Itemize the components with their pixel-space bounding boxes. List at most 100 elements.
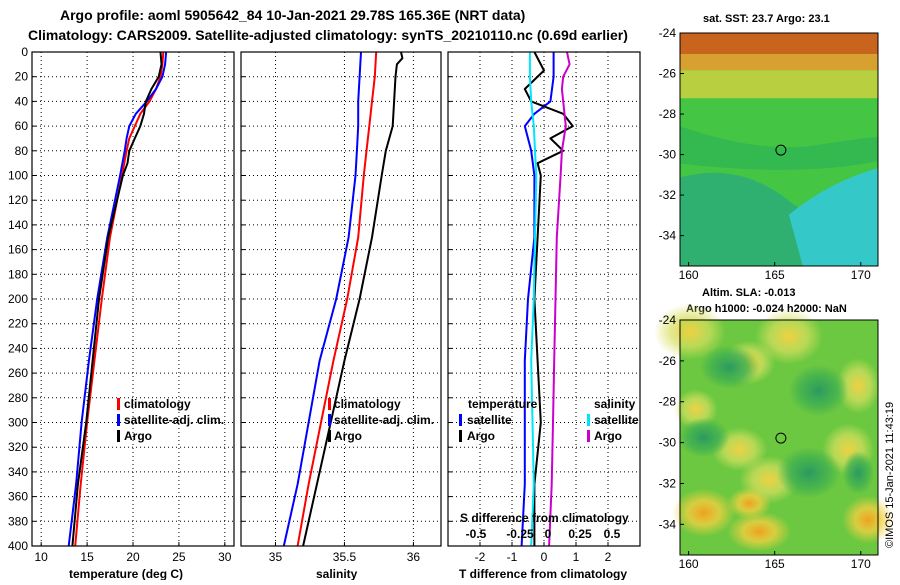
legend-swatch-climatology — [328, 398, 331, 410]
sla-anomaly-blob — [836, 357, 881, 414]
depth-tick-label: 60 — [15, 119, 29, 133]
sst-map: 160 165 170 -24 -26 -28 -30 -32 -34 — [659, 26, 879, 282]
lat-tick-label: -28 — [659, 107, 677, 121]
sla-anomaly-blob — [842, 495, 895, 544]
depth-tick-label: 340 — [8, 465, 28, 479]
lat-tick-label: -28 — [659, 395, 677, 409]
depth-tick-label: 320 — [8, 440, 28, 454]
sla-anomaly-blob — [776, 446, 841, 499]
lon-tick-label: 165 — [765, 268, 785, 282]
map-frame — [679, 319, 879, 556]
salinity-legend: climatology satellite-adj. clim. Argo — [328, 397, 434, 443]
sla-map: 160 165 170 -24 -26 -28 -30 -32 -34 — [653, 303, 895, 571]
legend-swatch-argo — [328, 430, 331, 442]
legend-label-climatology: climatology — [124, 397, 191, 411]
sla-anomaly-blob — [754, 308, 823, 365]
legend-label-t-satellite: satellite — [467, 413, 512, 427]
salinity-xlabel: salinity — [316, 567, 358, 580]
legend-swatch-t-satellite — [459, 414, 462, 426]
series-line-t-satellite — [520, 52, 555, 547]
depth-tick-label: 20 — [15, 70, 29, 84]
sla-anomaly-blob — [671, 488, 736, 537]
legend-label-satellite: satellite-adj. clim. — [334, 413, 434, 427]
plot-frame — [240, 51, 442, 547]
lat-tick-label: -24 — [659, 26, 677, 40]
sla-anomaly-blob — [727, 487, 772, 520]
difference-legend: temperature satellite Argo salinity sate… — [459, 397, 639, 443]
difference-xlabel: T difference from climatology — [459, 567, 627, 580]
sst-map-title: sat. SST: 23.7 Argo: 23.1 — [703, 13, 830, 25]
argo-position-marker — [775, 432, 787, 444]
depth-tick-label: 140 — [8, 218, 28, 232]
series-line-argo — [302, 51, 404, 547]
depth-tick-label: 200 — [8, 292, 28, 306]
x-tick-label: 10 — [35, 550, 49, 564]
map-frame — [679, 32, 879, 267]
depth-tick-label: 240 — [8, 341, 28, 355]
s-diff-tick-label: 0 — [545, 527, 552, 541]
lon-tick-label: 160 — [679, 268, 699, 282]
depth-tick-label: 120 — [8, 193, 28, 207]
legend-swatch-climatology — [117, 398, 120, 410]
sla-anomaly-blob — [653, 303, 726, 360]
sla-map-title: Altim. SLA: -0.013 — [702, 287, 796, 299]
legend-swatch-satellite — [328, 414, 331, 426]
lat-tick-label: -24 — [659, 313, 677, 327]
series-line-argo — [71, 51, 163, 547]
legend-title-temperature: temperature — [468, 397, 538, 411]
depth-tick-label: 180 — [8, 267, 28, 281]
s-diff-axis-label: S difference from climatology — [460, 511, 629, 525]
sst-warm-band — [680, 53, 878, 71]
legend-swatch-satellite — [117, 414, 120, 426]
series-line-satellite-adj-clim- — [67, 51, 168, 547]
depth-tick-label: 260 — [8, 366, 28, 380]
series-line-s-argo — [548, 51, 571, 547]
title-line-2: Climatology: CARS2009. Satellite-adjuste… — [28, 27, 628, 43]
depth-tick-label: 160 — [8, 243, 28, 257]
x-tick-label: 25 — [172, 550, 186, 564]
lat-tick-label: -26 — [659, 354, 677, 368]
legend-label-argo: Argo — [334, 429, 362, 443]
sla-anomaly-blob — [788, 364, 849, 417]
depth-tick-label: 280 — [8, 391, 28, 405]
series-line-satellite-adj-clim- — [282, 51, 362, 547]
x-tick-label: 15 — [80, 550, 94, 564]
depth-tick-label: 0 — [21, 45, 28, 59]
lon-tick-label: 170 — [851, 268, 871, 282]
x-tick-label: 0 — [541, 550, 548, 564]
depth-tick-label: 220 — [8, 317, 28, 331]
series-line-climatology — [296, 51, 378, 547]
sla-anomaly-blob — [727, 511, 792, 552]
sla-anomaly-blob — [842, 450, 875, 495]
temperature-xlabel: temperature (deg C) — [69, 567, 183, 580]
sla-anomaly-blob — [677, 417, 730, 458]
plot-frame — [31, 51, 235, 547]
lat-tick-label: -34 — [659, 229, 677, 243]
credit-label: ©IMOS 15-Jan-2021 11:43:19 — [884, 402, 896, 548]
depth-tick-label: 40 — [15, 94, 29, 108]
x-tick-label: 20 — [126, 550, 140, 564]
lat-tick-label: -32 — [659, 188, 677, 202]
x-tick-label: 1 — [573, 550, 580, 564]
lat-tick-label: -32 — [659, 476, 677, 490]
sst-cool-region — [788, 168, 878, 266]
legend-swatch-s-satellite — [587, 414, 590, 426]
lon-tick-label: 160 — [679, 557, 699, 571]
s-diff-tick-label: -0.5 — [466, 527, 487, 541]
sla-anomaly-blob — [699, 345, 760, 389]
legend-swatch-t-argo — [459, 430, 462, 442]
legend-title-salinity: salinity — [594, 397, 636, 411]
sst-mid-region — [680, 126, 878, 170]
temperature-panel: 10 15 20 25 30 — [31, 51, 235, 564]
plot-frame — [447, 51, 641, 547]
lat-tick-label: -34 — [659, 517, 677, 531]
lon-tick-label: 170 — [851, 557, 871, 571]
depth-tick-label: 80 — [15, 144, 29, 158]
legend-swatch-argo — [117, 430, 120, 442]
s-diff-tick-labels: -0.5 -0.25 0 0.25 0.5 — [466, 527, 621, 541]
series-line-s-satellite — [528, 52, 538, 547]
sla-map-subtitle: Argo h1000: -0.024 h2000: NaN — [686, 303, 847, 315]
legend-label-climatology: climatology — [334, 397, 401, 411]
difference-panel: -2 -1 0 1 2 — [447, 51, 641, 564]
